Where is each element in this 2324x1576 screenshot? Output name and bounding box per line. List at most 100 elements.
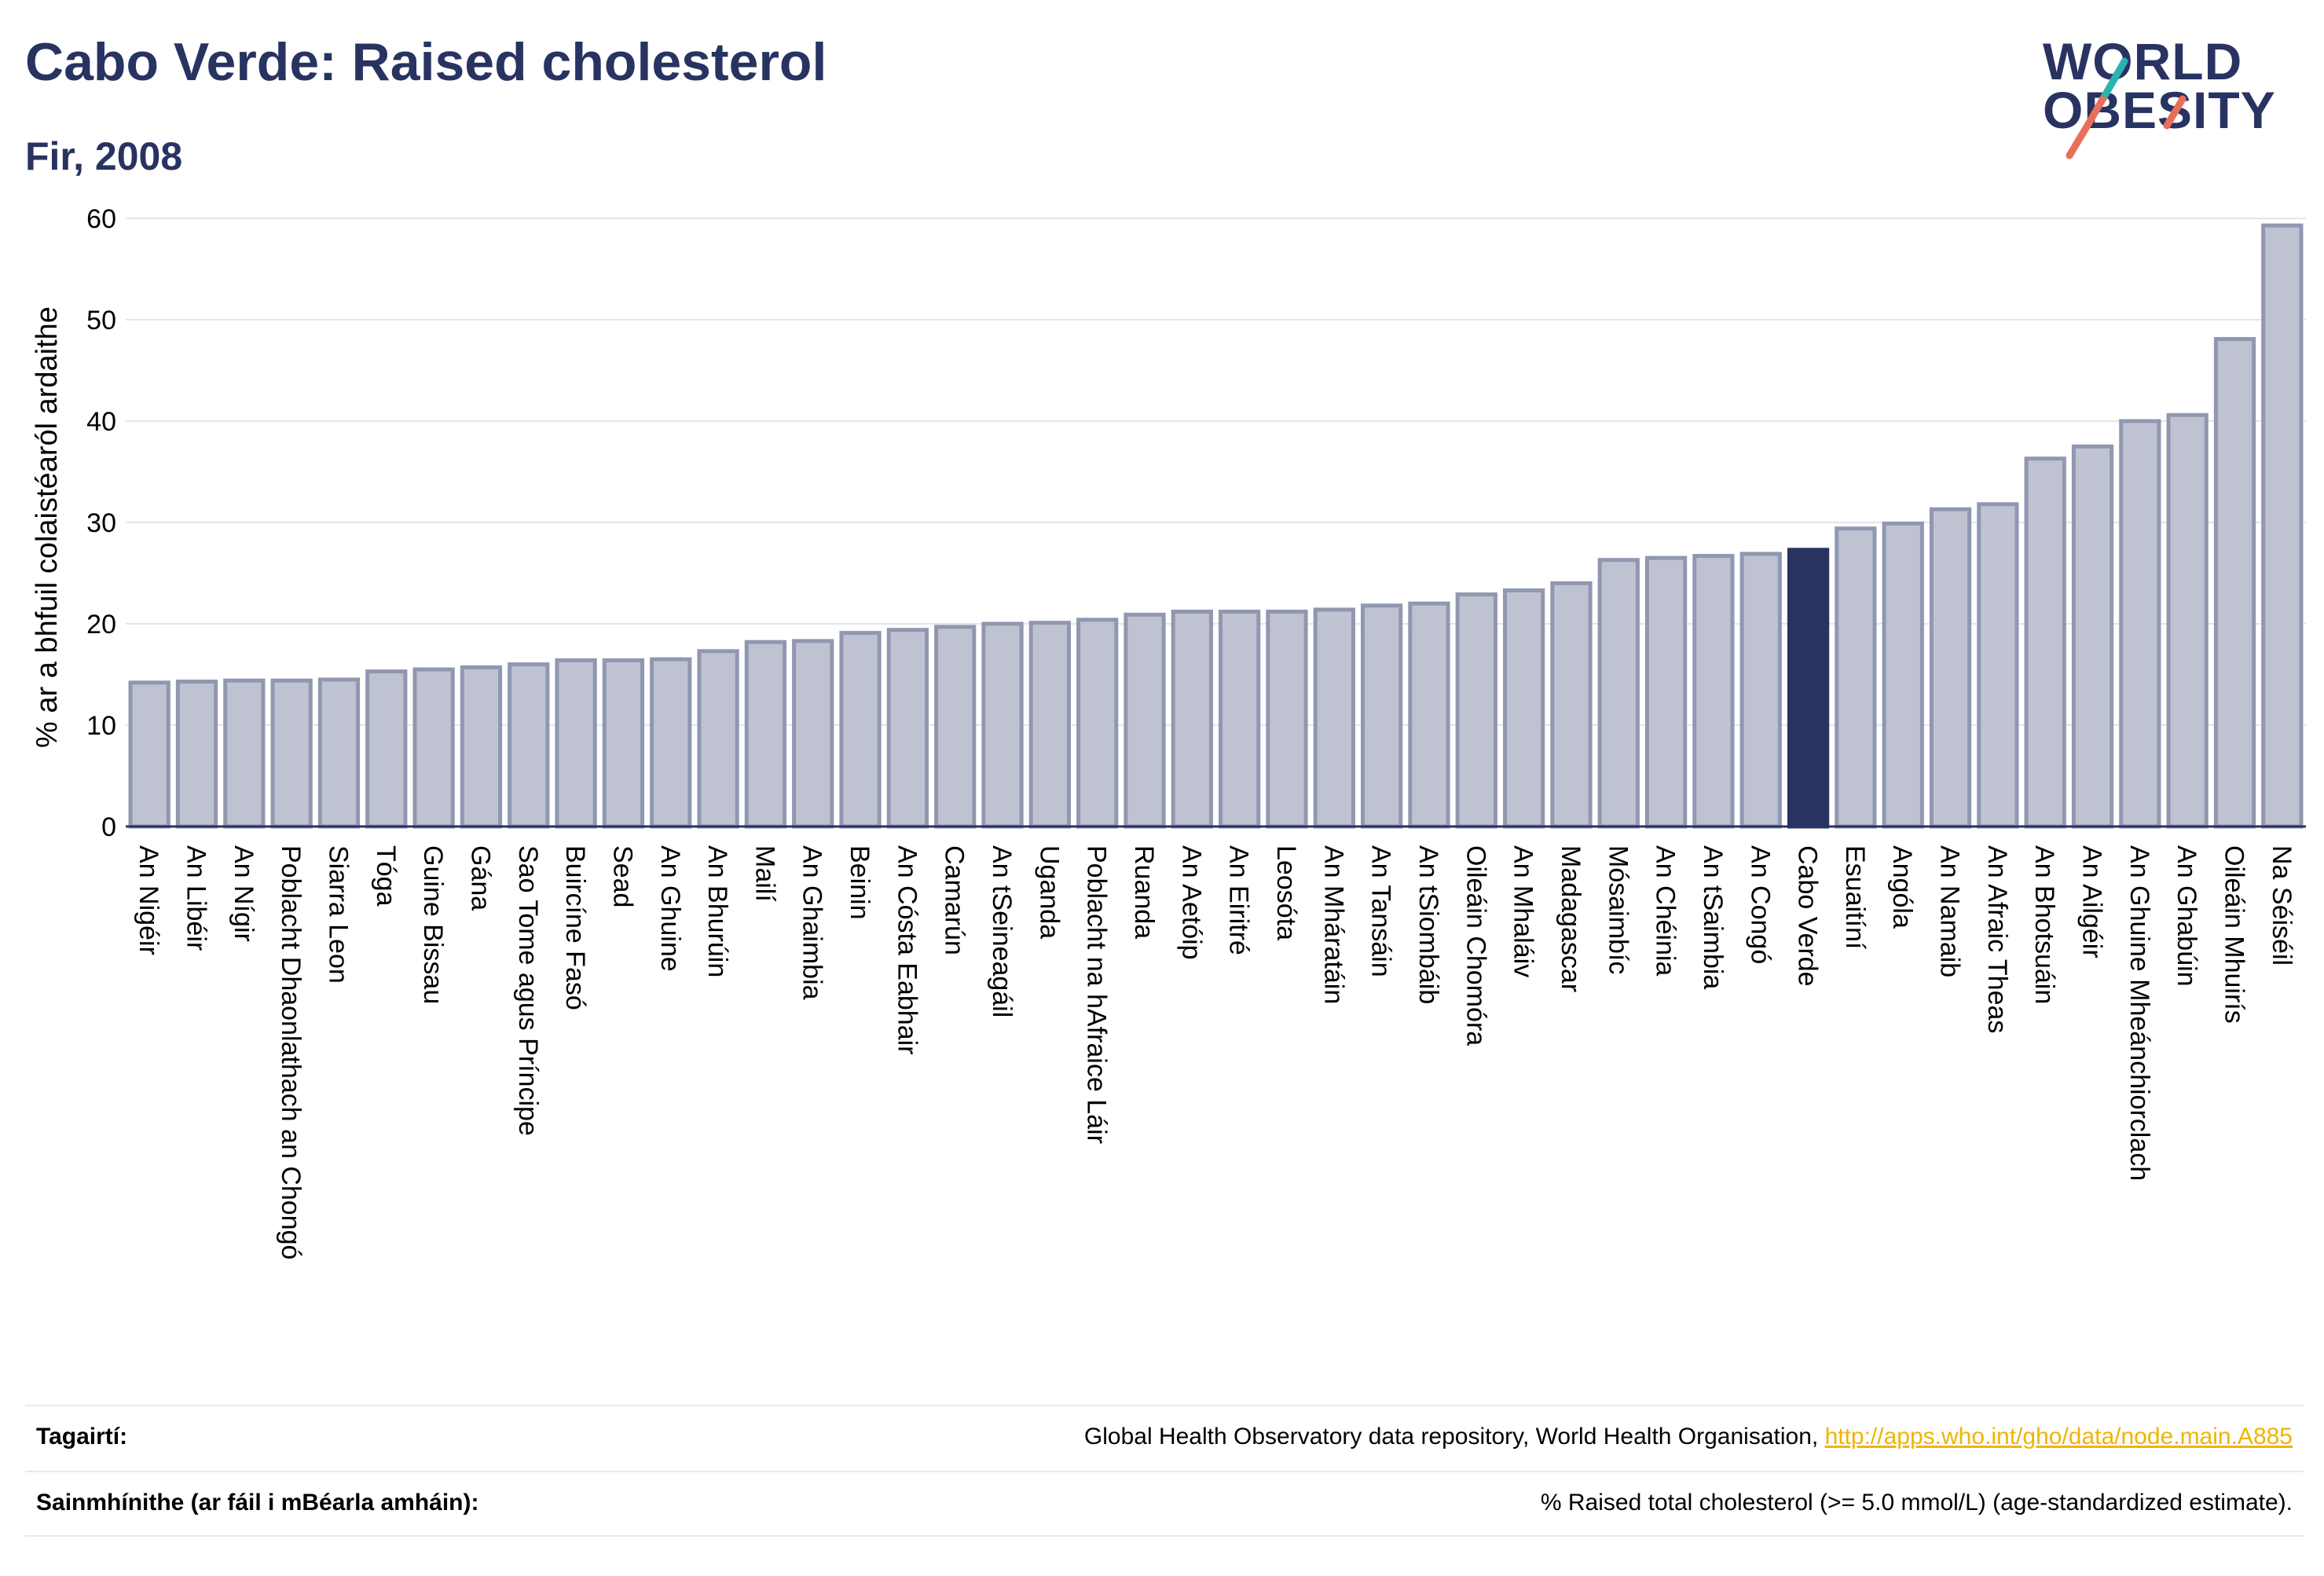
x-tick-label: Oileáin Mhuirís bbox=[2220, 845, 2249, 1024]
x-tick-label: An Eiritré bbox=[1224, 845, 1254, 955]
x-tick-label: An Afraic Theas bbox=[1982, 845, 2012, 1033]
bar bbox=[1692, 554, 1735, 829]
bar bbox=[1266, 610, 1308, 829]
x-tick-label: An Cósta Eabhair bbox=[892, 845, 922, 1055]
logo-text-line1: WORLD bbox=[2043, 32, 2243, 90]
x-tick-label: An Ghaimbia bbox=[797, 845, 827, 1000]
chart-title: Cabo Verde: Raised cholesterol bbox=[25, 32, 827, 92]
bar bbox=[1076, 618, 1119, 829]
x-tick-label: Esuaitíní bbox=[1840, 845, 1870, 950]
x-tick-label: Mósaimbíc bbox=[1603, 845, 1633, 974]
x-tick-label: Poblacht na hAfraice Láir bbox=[1082, 845, 1112, 1144]
y-tick-label: 0 bbox=[101, 812, 116, 842]
bar bbox=[2213, 337, 2256, 829]
references-row: Tagairtí: Global Health Observatory data… bbox=[25, 1405, 2304, 1469]
bar bbox=[2071, 444, 2114, 829]
definitions-label: Sainmhínithe (ar fáil i mBéarla amháin): bbox=[36, 1490, 479, 1516]
bar bbox=[508, 662, 550, 829]
bar bbox=[317, 677, 361, 829]
bar bbox=[2261, 223, 2304, 829]
bar bbox=[934, 625, 977, 829]
x-tick-label: Na Séiséil bbox=[2267, 845, 2297, 966]
definitions-row: Sainmhínithe (ar fáil i mBéarla amháin):… bbox=[25, 1471, 2304, 1537]
bar bbox=[2166, 412, 2209, 829]
bar bbox=[1882, 521, 1924, 829]
x-tick-label: Sao Tome agus Príncipe bbox=[513, 845, 543, 1136]
bar bbox=[1787, 548, 1830, 829]
bar bbox=[223, 678, 266, 829]
x-tick-label: Buircíne Fasó bbox=[560, 845, 590, 1010]
x-tick-label: An Nígir bbox=[229, 845, 258, 942]
x-tick-label: Uganda bbox=[1034, 845, 1064, 939]
y-tick-label: 50 bbox=[86, 306, 116, 335]
x-tick-label: An Chéinia bbox=[1651, 845, 1681, 976]
x-tick-label: Siarra Leon bbox=[323, 845, 353, 984]
x-tick-label: An Mhaláiv bbox=[1508, 845, 1538, 977]
x-tick-label: An Nigéir bbox=[134, 845, 163, 955]
bar bbox=[270, 678, 313, 829]
x-tick-label: An Namaib bbox=[1935, 845, 1965, 977]
bar bbox=[1835, 526, 1877, 829]
x-tick-label: Oileáin Chomóra bbox=[1461, 845, 1490, 1046]
bar bbox=[412, 667, 455, 829]
x-tick-label: An Bhurúin bbox=[702, 845, 732, 977]
bar-chart: 0 10 20 30 40 50 60 % ar a bhfuil colaistéaról … bbox=[31, 204, 2306, 1259]
x-tick-label: Tóga bbox=[371, 845, 401, 907]
bar bbox=[839, 631, 882, 829]
bar bbox=[1219, 610, 1261, 829]
bar bbox=[1171, 610, 1213, 829]
bar bbox=[1502, 588, 1545, 829]
bar bbox=[555, 658, 597, 829]
references-value: Global Health Observatory data repositor… bbox=[1084, 1424, 2293, 1450]
logo-slash-icon bbox=[2066, 57, 2187, 159]
y-tick-label: 10 bbox=[86, 711, 116, 741]
bar bbox=[1361, 603, 1403, 829]
bar bbox=[1739, 552, 1782, 829]
x-tick-label: Gána bbox=[465, 845, 495, 911]
bar bbox=[460, 665, 503, 829]
bar bbox=[650, 657, 692, 829]
bar bbox=[128, 680, 170, 829]
x-tick-label: An Aetóip bbox=[1176, 845, 1206, 960]
x-tick-label: An Ailgéir bbox=[2077, 845, 2107, 958]
x-tick-label: Madagascar bbox=[1556, 845, 1585, 992]
references-link[interactable]: http://apps.who.int/gho/data/node.main.A… bbox=[1824, 1424, 2293, 1450]
definitions-text: % Raised total cholesterol (>= 5.0 mmol/… bbox=[1540, 1490, 2293, 1516]
bar bbox=[1597, 558, 1640, 829]
x-tick-label: An Congó bbox=[1745, 845, 1775, 964]
x-tick-label: An Tansáin bbox=[1366, 845, 1396, 977]
y-tick-label: 30 bbox=[86, 508, 116, 538]
x-tick-label: Camarún bbox=[940, 845, 970, 955]
bar bbox=[1929, 507, 1972, 829]
bar bbox=[1313, 607, 1355, 829]
bar bbox=[1408, 601, 1450, 829]
x-tick-label: Ruanda bbox=[1129, 845, 1159, 939]
x-tick-label: Angóla bbox=[1887, 845, 1917, 929]
chart-subtitle: Fir, 2008 bbox=[25, 134, 183, 178]
world-obesity-logo: WORLD OBESITY bbox=[2043, 31, 2310, 173]
bar bbox=[886, 628, 929, 829]
bar bbox=[792, 639, 834, 829]
x-tick-label: An tSiombáib bbox=[1413, 845, 1443, 1004]
x-tick-label: Sead bbox=[607, 845, 637, 907]
x-tick-label: An Ghuine bbox=[655, 845, 685, 972]
y-tick-label: 20 bbox=[86, 610, 116, 640]
x-tick-label: An Mháratáin bbox=[1318, 845, 1348, 1004]
bar bbox=[1028, 621, 1071, 829]
x-tick-label: An Ghabúin bbox=[2172, 845, 2201, 987]
references-label: Tagairtí: bbox=[36, 1424, 128, 1450]
bar bbox=[365, 669, 408, 829]
x-tick-label: Leosóta bbox=[1271, 845, 1301, 940]
x-tick-label: Mailí bbox=[750, 845, 779, 902]
x-tick-label: An Ghuine Mheánchiorclach bbox=[2124, 845, 2154, 1181]
x-tick-label: An Bhotsuáin bbox=[2029, 845, 2059, 1004]
x-tick-label: An tSeineagáil bbox=[987, 845, 1017, 1017]
x-tick-label: Beinin bbox=[845, 845, 874, 920]
x-tick-label: An Libéir bbox=[181, 845, 211, 951]
y-tick-label: 60 bbox=[86, 204, 116, 234]
y-tick-label: 40 bbox=[86, 407, 116, 437]
x-tick-label: An tSaimbia bbox=[1698, 845, 1728, 989]
bar bbox=[602, 658, 645, 829]
bar bbox=[1977, 502, 2019, 829]
y-axis-label: % ar a bhfuil colaistéaról ardaithe bbox=[31, 306, 64, 748]
